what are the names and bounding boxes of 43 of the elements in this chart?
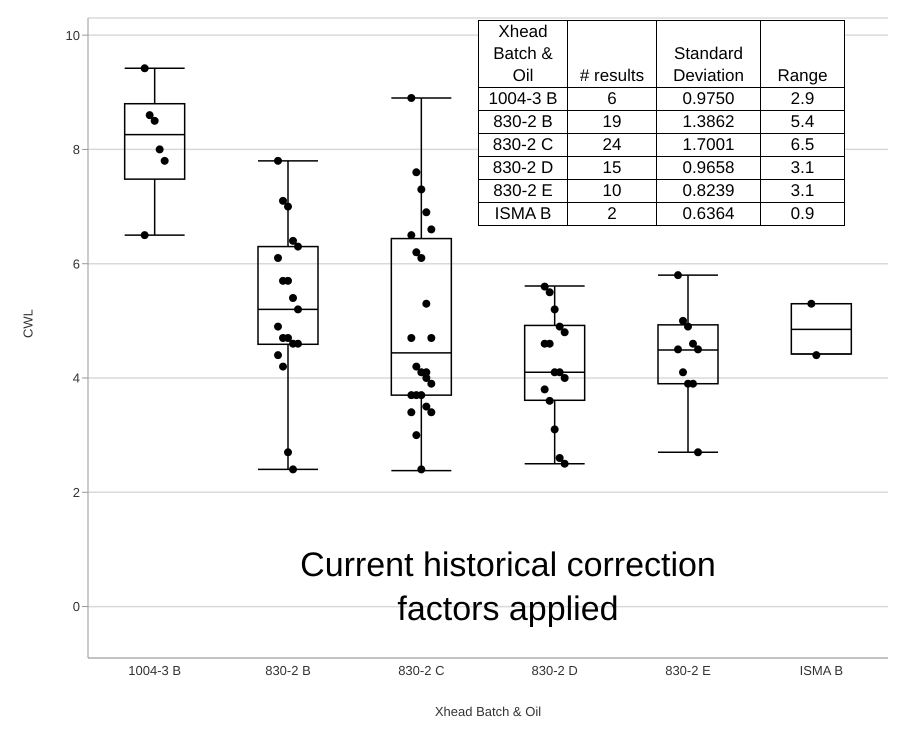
annotation: 830-2 D (478, 156, 568, 180)
annotation: 0.6364 (656, 202, 760, 226)
annotation: Range (760, 20, 844, 88)
annotation: 0.9 (760, 202, 844, 226)
y-tick-label: 8 (72, 142, 80, 158)
annotation: 0.9658 (656, 156, 760, 180)
annotation: ISMA B (478, 202, 568, 226)
annotation: 19 (568, 110, 656, 134)
annotation: 2 (568, 202, 656, 226)
annotation: 24 (568, 134, 656, 156)
annotation: 830-2 B (478, 110, 568, 134)
annotation: 15 (568, 156, 656, 180)
x-tick-label: 830-2 D (532, 663, 578, 678)
x-tick-label: 830-2 B (265, 663, 311, 678)
annotation: 3.1 (760, 156, 844, 180)
y-tick-label: 6 (72, 256, 80, 272)
annotation: 2.9 (760, 88, 844, 110)
annotation: 0.8239 (656, 180, 760, 202)
annotation: 1.7001 (656, 134, 760, 156)
x-tick-label: ISMA B (800, 663, 844, 678)
annotation: # results (568, 20, 656, 88)
annotation: 6 (568, 88, 656, 110)
annotation: 0.9750 (656, 88, 760, 110)
annotation: 10 (568, 180, 656, 202)
y-tick-label: 10 (66, 28, 80, 43)
x-tick-label: 830-2 E (665, 663, 712, 678)
annotation: Current historical correction factors applied (299, 545, 717, 630)
y-axis-title: CWL (20, 309, 36, 338)
x-tick-label: 830-2 C (398, 663, 444, 678)
x-axis-title: Xhead Batch & Oil (434, 704, 542, 719)
y-tick-label: 4 (72, 370, 80, 386)
annotation: 830-2 E (478, 180, 568, 202)
annotation: 1004-3 B (478, 88, 568, 110)
annotation: Xhead Batch & Oil (478, 20, 568, 88)
annotation: 1.3862 (656, 110, 760, 134)
annotation: 6.5 (760, 134, 844, 156)
y-tick-label: 2 (72, 484, 80, 500)
annotation: 5.4 (760, 110, 844, 134)
y-tick-label: 0 (72, 599, 80, 614)
annotation: 3.1 (760, 180, 844, 202)
x-tick-label: 1004-3 B (128, 663, 182, 678)
annotation: 830-2 C (478, 134, 568, 156)
annotation: Standard Deviation (656, 20, 760, 88)
